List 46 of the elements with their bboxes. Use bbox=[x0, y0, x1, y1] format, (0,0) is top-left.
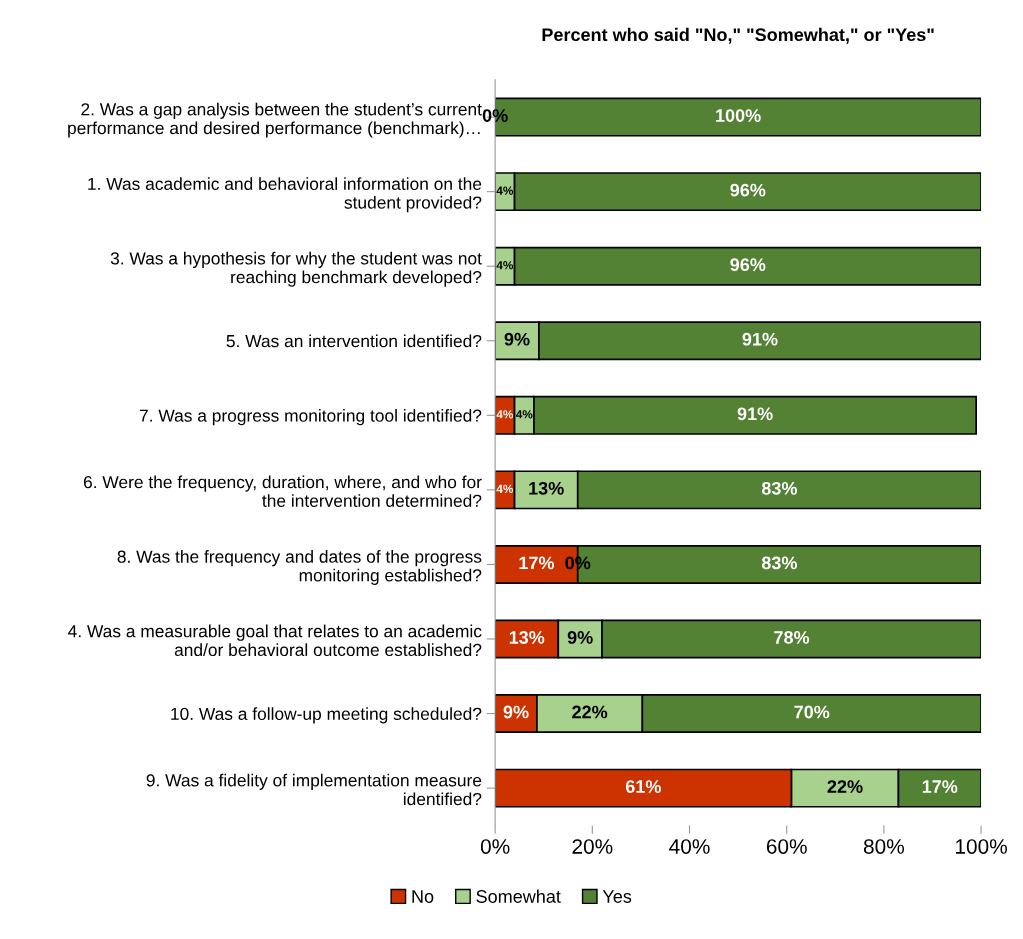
x-tick-label: 60% bbox=[766, 839, 807, 854]
x-tick-label: 80% bbox=[863, 839, 904, 854]
data-label: 100% bbox=[716, 109, 761, 122]
y-tick-label: 2. Was a gap analysis between the student’s current performance and desired performance (benchmark)… bbox=[68, 102, 482, 138]
legend-label: Yes bbox=[602, 890, 632, 903]
y-tick-label: 3. Was a hypothesis for why the student was not reaching benchmark developed? bbox=[110, 251, 482, 287]
annotation: 0% bbox=[482, 109, 508, 122]
y-tick-label: 8. Was the frequency and dates of the progress monitoring established? bbox=[117, 550, 482, 585]
data-label: 91% bbox=[737, 407, 773, 421]
data-label: 17% bbox=[922, 780, 958, 793]
data-label: 4% bbox=[496, 484, 514, 494]
x-tick-label: 40% bbox=[669, 839, 710, 854]
data-label: 22% bbox=[827, 780, 863, 793]
data-label: 83% bbox=[761, 481, 797, 495]
data-label: 9% bbox=[504, 332, 530, 346]
y-tick-label: 1. Was academic and behavioral information on the student provided? bbox=[88, 177, 482, 213]
data-label: 78% bbox=[774, 631, 810, 644]
x-tick-label: 100% bbox=[956, 839, 1007, 854]
legend-label: Somewhat bbox=[476, 889, 561, 903]
y-tick-label: 9. Was a fidelity of implementation measure identified? bbox=[146, 773, 482, 806]
y-tick-label: 5. Was an intervention identified? bbox=[226, 334, 482, 348]
x-tick-label: 0% bbox=[480, 839, 510, 854]
data-label: 4% bbox=[496, 186, 514, 195]
data-label: 70% bbox=[794, 705, 830, 719]
annotation: 0% bbox=[565, 556, 591, 570]
data-label: 96% bbox=[730, 183, 766, 197]
data-label: 91% bbox=[742, 332, 778, 346]
chart-title: Percent who said "No," "Somewhat," or "Yes" bbox=[542, 27, 934, 44]
y-tick-label: 7. Was a progress monitoring tool identified? bbox=[139, 409, 482, 426]
legend-label: No bbox=[412, 890, 434, 903]
y-tick-label: 4. Was a measurable goal that relates to an academic and/or behavioral outcome established? bbox=[68, 624, 482, 657]
data-label: 61% bbox=[625, 780, 661, 793]
data-label: 13% bbox=[529, 481, 564, 495]
data-label: 17% bbox=[519, 556, 555, 570]
data-label: 9% bbox=[567, 631, 593, 644]
data-label: 4% bbox=[496, 410, 514, 419]
data-label: 9% bbox=[503, 705, 529, 719]
data-label: 4% bbox=[515, 410, 533, 419]
data-label: 96% bbox=[730, 258, 766, 272]
y-tick-label: 10. Was a follow-up meeting scheduled? bbox=[171, 707, 482, 724]
y-tick-label: 6. Were the frequency, duration, where, and who for the intervention determined? bbox=[83, 475, 482, 507]
x-tick-label: 20% bbox=[572, 839, 613, 854]
data-label: 13% bbox=[509, 631, 545, 644]
data-label: 83% bbox=[761, 556, 797, 570]
data-label: 22% bbox=[572, 705, 608, 719]
data-label: 4% bbox=[496, 261, 514, 270]
